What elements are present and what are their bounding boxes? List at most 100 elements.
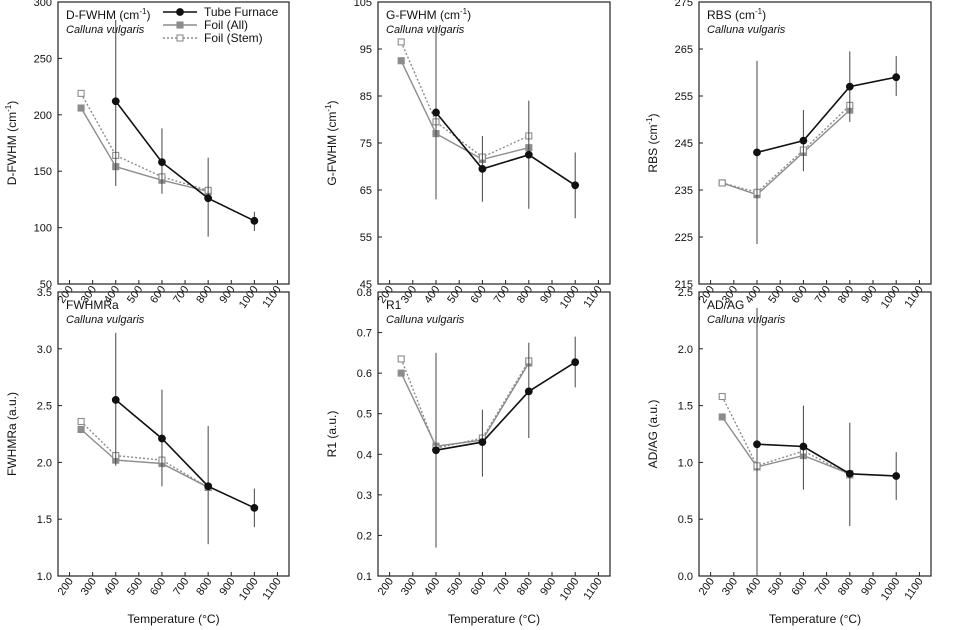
- y-tick-label: 0.0: [678, 571, 693, 583]
- x-tick-label: 400: [102, 576, 122, 598]
- legend-label: Foil (All): [204, 18, 248, 32]
- x-tick-label: 1100: [581, 576, 604, 602]
- data-point: [478, 164, 487, 173]
- series-line: [80, 421, 209, 489]
- x-tick-label: 400: [743, 576, 763, 598]
- x-tick-label: 600: [789, 284, 809, 306]
- y-tick-label: 245: [675, 138, 693, 150]
- panel-title-text: G-FWHM (cm: [386, 8, 460, 22]
- x-tick-label: 1000: [237, 284, 261, 311]
- y-tick-label: 0.5: [357, 409, 372, 421]
- series-foil-all: [77, 104, 212, 196]
- data-point: [77, 89, 85, 97]
- series-tube-furnace: [111, 332, 259, 545]
- x-tick-label: 800: [836, 284, 856, 306]
- y-tick-label: 2.0: [678, 344, 693, 356]
- data-point: [77, 417, 85, 426]
- data-point: [397, 38, 405, 46]
- y-axis-label-text: D-FWHM (cm: [5, 112, 19, 185]
- x-tick-label: 600: [468, 284, 488, 306]
- y-tick-label: 3.0: [37, 344, 52, 356]
- x-tick-label: 700: [171, 284, 191, 306]
- series-foil-stem: [718, 101, 854, 196]
- series-foil-stem: [77, 89, 212, 194]
- y-tick-label: 3.5: [37, 287, 52, 299]
- series-foil-all: [718, 106, 854, 199]
- series-line: [80, 107, 209, 193]
- y-axis-label-end: ): [646, 113, 660, 117]
- data-point: [250, 503, 259, 512]
- panel-title-end: ): [146, 8, 150, 22]
- x-tick-label: 900: [859, 284, 879, 306]
- y-axis-label: G-FWHM (cm-1): [324, 100, 339, 185]
- panel-subtitle: Calluna vulgaris: [386, 24, 465, 36]
- data-point: [397, 57, 405, 65]
- x-tick-label: 500: [445, 576, 465, 598]
- y-tick-label: 55: [360, 232, 372, 244]
- y-tick-label: 150: [34, 166, 52, 178]
- y-tick-label: 45: [360, 279, 372, 291]
- y-tick-label: 1.0: [678, 457, 693, 469]
- series-line: [80, 428, 209, 489]
- x-tick-label: 200: [697, 576, 717, 598]
- data-point: [718, 413, 726, 421]
- x-tick-label: 1000: [558, 284, 582, 311]
- series-line: [721, 396, 851, 476]
- legend-marker: [176, 34, 184, 42]
- x-tick-label: 400: [422, 576, 442, 598]
- x-tick-label: 1000: [237, 576, 261, 603]
- x-tick-label: 700: [171, 576, 191, 598]
- panel-title-end: ): [467, 8, 471, 22]
- panel-title-text: AD/AG: [707, 298, 744, 312]
- plot-frame: [698, 1, 932, 285]
- y-axis-label-sup: -1: [4, 104, 13, 112]
- y-tick-label: 300: [34, 0, 52, 9]
- legend-marker: [176, 8, 184, 16]
- x-tick-label: 500: [445, 284, 465, 306]
- series-line: [756, 76, 897, 154]
- data-point: [111, 396, 120, 404]
- data-point: [250, 216, 259, 225]
- y-tick-label: 1.5: [678, 401, 693, 413]
- panel-title-text: R1: [386, 298, 402, 312]
- y-tick-label: 105: [354, 0, 372, 9]
- y-tick-label: 200: [34, 110, 52, 122]
- x-tick-label: 1100: [261, 284, 284, 310]
- panel-subtitle: Calluna vulgaris: [707, 24, 786, 36]
- plot-frame: [377, 1, 611, 285]
- y-tick-label: 2.0: [37, 457, 52, 469]
- panel-title: D-FWHM (cm-1): [66, 7, 150, 22]
- series-line: [400, 358, 530, 450]
- y-axis-label-text: RBS (cm: [646, 125, 660, 173]
- y-axis-label-text: FWHMRa (a.u.): [5, 392, 19, 476]
- data-point: [571, 358, 580, 367]
- series-tube-furnace: [432, 336, 580, 548]
- panel-title: G-FWHM (cm-1): [386, 7, 471, 22]
- data-point: [77, 425, 85, 434]
- y-tick-label: 75: [360, 138, 372, 150]
- data-point: [524, 150, 533, 159]
- series-tube-furnace: [753, 307, 901, 576]
- series-line: [80, 93, 209, 192]
- x-tick-label: 800: [515, 284, 535, 306]
- series-tube-furnace: [432, 25, 580, 219]
- x-tick-label: 400: [743, 284, 763, 306]
- y-tick-label: 100: [34, 223, 52, 235]
- x-tick-label: 600: [148, 576, 168, 598]
- data-point: [799, 136, 808, 145]
- x-tick-label: 500: [125, 284, 145, 306]
- data-point: [158, 158, 166, 167]
- x-tick-label: 600: [789, 576, 809, 598]
- panel-subtitle: Calluna vulgaris: [707, 314, 786, 326]
- x-tick-label: 800: [194, 284, 214, 306]
- y-axis-label: R1 (a.u.): [325, 411, 339, 458]
- y-tick-label: 215: [675, 279, 693, 291]
- panel-title-text: FWHMRa: [66, 298, 119, 312]
- series-line: [400, 60, 529, 161]
- data-point: [204, 194, 213, 203]
- y-tick-label: 0.4: [357, 449, 372, 461]
